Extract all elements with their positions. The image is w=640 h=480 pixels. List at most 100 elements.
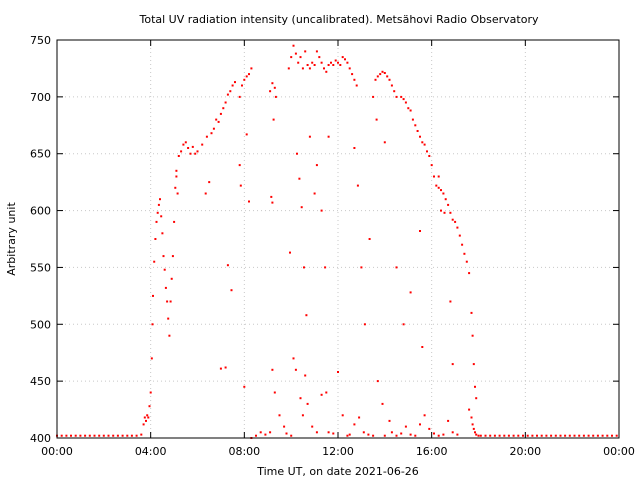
axis-ticks [56, 39, 620, 439]
data-point [355, 84, 358, 87]
data-point [550, 434, 553, 437]
data-point [451, 363, 454, 366]
data-point [215, 118, 218, 121]
data-point [430, 164, 433, 167]
data-point [175, 175, 178, 178]
data-point [471, 334, 474, 337]
x-axis-label: Time UT, on date 2021-06-26 [256, 465, 419, 478]
data-point [337, 61, 339, 64]
data-point [456, 433, 459, 436]
data-point [173, 220, 176, 223]
data-point [229, 90, 232, 93]
data-point [290, 434, 293, 437]
data-point [140, 433, 143, 436]
y-tick-label: 500 [30, 318, 51, 331]
data-point [344, 58, 346, 61]
data-point [174, 186, 177, 189]
data-point [325, 391, 328, 394]
plot-frame [56, 39, 620, 439]
data-point [419, 230, 421, 232]
data-point [375, 118, 378, 121]
data-point [390, 431, 393, 434]
data-point [313, 192, 316, 195]
data-point [419, 135, 421, 138]
data-point [437, 175, 440, 178]
data-point [301, 414, 304, 417]
data-point [517, 434, 520, 437]
data-point [145, 419, 147, 422]
data-point [269, 431, 272, 434]
data-point [388, 78, 391, 81]
data-point [353, 78, 356, 81]
data-point [383, 434, 386, 437]
data-point [449, 211, 452, 214]
data-point [162, 255, 165, 258]
data-point [596, 434, 599, 437]
data-point [437, 434, 440, 437]
data-point [308, 67, 311, 70]
data-point [456, 226, 459, 229]
data-point [271, 82, 274, 85]
data-point [395, 266, 398, 269]
data-point [390, 84, 393, 87]
data-point [238, 95, 241, 98]
data-point [379, 73, 382, 76]
data-point [241, 84, 243, 87]
data-point [440, 209, 442, 212]
data-point [306, 402, 309, 405]
data-point [337, 371, 339, 373]
data-point [320, 209, 323, 212]
data-point [171, 255, 174, 258]
x-tick-label: 20:00 [509, 445, 541, 458]
data-point [353, 423, 356, 426]
data-point [564, 434, 567, 437]
data-point [358, 416, 361, 419]
data-point [259, 431, 262, 434]
data-point [116, 434, 119, 437]
data-point [428, 155, 431, 157]
y-axis-label: Arbitrary unit [5, 202, 18, 276]
data-point [400, 95, 403, 98]
x-tick-label: 00:00 [41, 445, 73, 458]
data-point [271, 368, 274, 371]
data-point [298, 177, 301, 180]
chart-title: Total UV radiation intensity (uncalibrat… [139, 13, 539, 26]
y-tick-label: 550 [30, 261, 51, 274]
data-point [334, 59, 337, 62]
data-point [360, 266, 363, 269]
data-point [168, 334, 171, 337]
y-tick-labels: 400 450 500 550 600 650 700 750 [30, 34, 51, 445]
data-point [147, 416, 150, 419]
x-tick-labels: 00:00 04:00 08:00 12:00 16:00 20:00 00:00 [41, 445, 635, 458]
data-point [471, 423, 474, 426]
data-point [65, 434, 68, 437]
x-tick-label: 08:00 [228, 445, 260, 458]
data-point [327, 431, 330, 434]
data-point [161, 232, 164, 235]
data-point [157, 203, 160, 206]
data-point [327, 64, 330, 66]
data-point [423, 143, 426, 146]
data-point [428, 427, 431, 430]
data-point [107, 434, 110, 437]
data-point [231, 84, 234, 87]
data-point [348, 67, 351, 70]
data-point [421, 346, 424, 348]
data-point [245, 133, 248, 136]
data-point [402, 323, 405, 326]
data-point [230, 289, 233, 292]
data-point [531, 434, 534, 437]
data-point [315, 50, 318, 53]
data-point [182, 143, 185, 146]
data-point [269, 90, 272, 93]
data-point [239, 184, 242, 187]
data-point [156, 211, 159, 214]
data-point [468, 408, 471, 411]
data-point [226, 264, 229, 267]
data-point [143, 416, 146, 419]
data-point [536, 434, 538, 437]
data-point [304, 374, 307, 377]
data-point [177, 155, 180, 157]
y-tick-label: 600 [30, 205, 51, 218]
data-point [300, 206, 303, 209]
